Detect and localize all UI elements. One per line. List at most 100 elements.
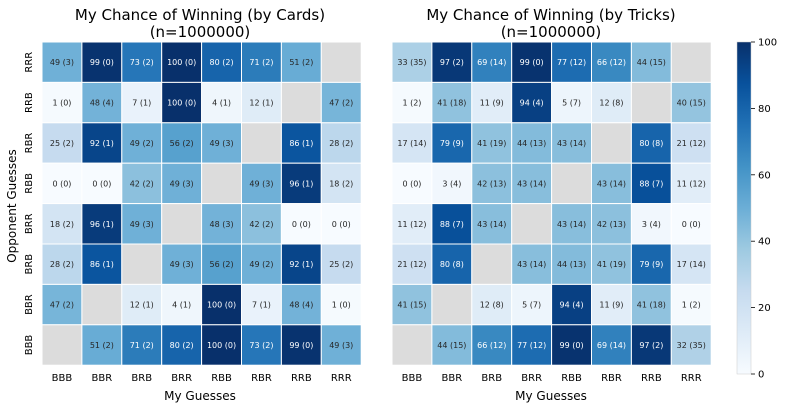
cards-heatmap-cell [81,324,123,366]
cards-cell-annotation: 49 (3) [130,220,154,229]
cards-cell-annotation: 48 (4) [289,301,313,310]
tricks-heatmap-cell [630,122,672,164]
tricks-heatmap-cell [471,122,513,164]
tricks-chart-title: My Chance of Winning (by Tricks) [426,6,675,24]
tricks-heatmap-cell [511,122,553,164]
cards-heatmap-cell [241,41,282,83]
tricks-x-tick-label: BRR [521,373,542,384]
tricks-heatmap-cell [471,283,513,326]
cards-cell-annotation: 49 (3) [329,341,353,350]
tricks-cell-annotation: 33 (35) [397,58,426,67]
tricks-cell-annotation: 12 (8) [599,99,623,108]
tricks-cell-annotation: 11 (9) [599,301,623,310]
cards-cell-annotation: 42 (2) [130,179,154,188]
cards-heatmap-cell [241,122,282,164]
tricks-heatmap-cell [591,324,632,366]
tricks-cell-annotation: 44 (15) [637,58,666,67]
cards-cell-annotation: 49 (3) [170,179,194,188]
cards-heatmap-cells: 49 (3) 99 (0) 73 (2) 100 (0) 80 (2) 71 (2) 51 … [41,41,362,366]
cards-heatmap-cell [320,41,362,83]
tricks-cell-annotation: 11 (9) [480,99,504,108]
cards-y-tick-label: BRR [24,213,35,234]
cards-heatmap-cell [161,203,203,245]
tricks-heatmap-cell [551,203,592,245]
cards-cell-annotation: 0 (0) [52,179,71,188]
tricks-cell-annotation: 32 (35) [677,341,706,350]
cards-cell-annotation: 1 (0) [332,301,351,310]
colorbar-tick-label: 60 [758,170,771,181]
colorbar-tick-label: 80 [758,104,771,115]
tricks-cell-annotation: 5 (7) [522,301,541,310]
tricks-cell-annotation: 44 (13) [517,139,546,148]
tricks-heatmap-cell [391,203,433,245]
cards-heatmap-cell [41,162,83,205]
tricks-cell-annotation: 17 (14) [677,260,706,269]
cards-cell-annotation: 18 (2) [50,220,74,229]
cards-y-tick-label: BBB [24,335,35,356]
tricks-cell-annotation: 40 (15) [677,99,706,108]
tricks-cell-annotation: 66 (12) [477,341,506,350]
cards-cell-annotation: 71 (2) [249,58,273,67]
cards-y-tick-label: RBB [24,173,35,194]
tricks-heatmap-cell [471,81,513,124]
cards-heatmap-cell [121,243,163,285]
cards-cell-annotation: 71 (2) [130,341,154,350]
cards-cell-annotation: 86 (1) [289,139,313,148]
cards-cell-annotation: 73 (2) [249,341,273,350]
colorbar-tick-label: 20 [758,303,771,314]
tricks-heatmap-cell [591,81,632,124]
tricks-x-tick-label: BBR [442,373,463,384]
cards-cell-annotation: 92 (1) [90,139,114,148]
cards-chart-title: My Chance of Winning (by Cards) [75,6,325,24]
tricks-cell-annotation: 77 (12) [557,58,586,67]
tricks-heatmap-cell [670,283,712,326]
cards-cell-annotation: 48 (4) [90,99,114,108]
cards-x-tick-label: BRR [171,373,192,384]
cards-x-tick-label: BRB [131,373,152,384]
tricks-cell-annotation: 99 (0) [560,341,584,350]
tricks-heatmap-cell [670,243,712,285]
tricks-cell-annotation: 69 (14) [477,58,506,67]
tricks-cell-annotation: 42 (13) [477,179,506,188]
cards-heatmap-cell [201,162,243,205]
tricks-cell-annotation: 43 (14) [517,179,546,188]
cards-x-tick-label: RBR [251,373,272,384]
tricks-heatmap-cell [591,162,632,205]
tricks-cell-annotation: 77 (12) [517,341,546,350]
tricks-heatmap-cell [670,162,712,205]
tricks-cell-annotation: 41 (18) [437,99,466,108]
cards-y-tick-label: BBR [24,294,35,315]
tricks-cell-annotation: 17 (14) [397,139,426,148]
tricks-heatmap-cell [551,162,592,205]
tricks-chart-subtitle: (n=1000000) [501,23,602,41]
cards-x-tick-labels: BBB BBR BRB BRR RBB RBR RRB RRR [52,373,352,384]
cards-cell-annotation: 100 (0) [167,99,196,108]
cards-cell-annotation: 18 (2) [329,179,353,188]
tricks-heatmap-cell [471,41,513,83]
cards-cell-annotation: 1 (0) [52,99,71,108]
tricks-heatmap-cell [670,203,712,245]
tricks-heatmap-cell [551,324,592,366]
cards-cell-annotation: 86 (1) [90,260,114,269]
tricks-heatmap-cell [551,122,592,164]
cards-y-axis-label: Opponent Guesses [5,149,19,263]
tricks-cell-annotation: 69 (14) [597,341,626,350]
cards-cell-annotation: 56 (2) [170,139,194,148]
cards-cell-annotation: 49 (3) [170,260,194,269]
tricks-cell-annotation: 66 (12) [597,58,626,67]
tricks-cell-annotation: 43 (14) [557,139,586,148]
tricks-cell-annotation: 43 (14) [597,179,626,188]
cards-heatmap-cell [320,162,362,205]
cards-cell-annotation: 49 (3) [50,58,74,67]
cards-heatmap-cell [280,81,322,124]
colorbar-tick-label: 0 [758,370,764,381]
tricks-heatmap-cell [670,122,712,164]
cards-heatmap-cell [201,324,243,366]
tricks-heatmap-cell [511,162,553,205]
tricks-cell-annotation: 43 (14) [517,260,546,269]
cards-heatmap-cell [81,41,123,83]
tricks-heatmap-cell [630,324,672,366]
cards-heatmap-cell [320,324,362,366]
tricks-heatmap-cell [591,122,632,164]
cards-cell-annotation: 12 (1) [249,99,273,108]
